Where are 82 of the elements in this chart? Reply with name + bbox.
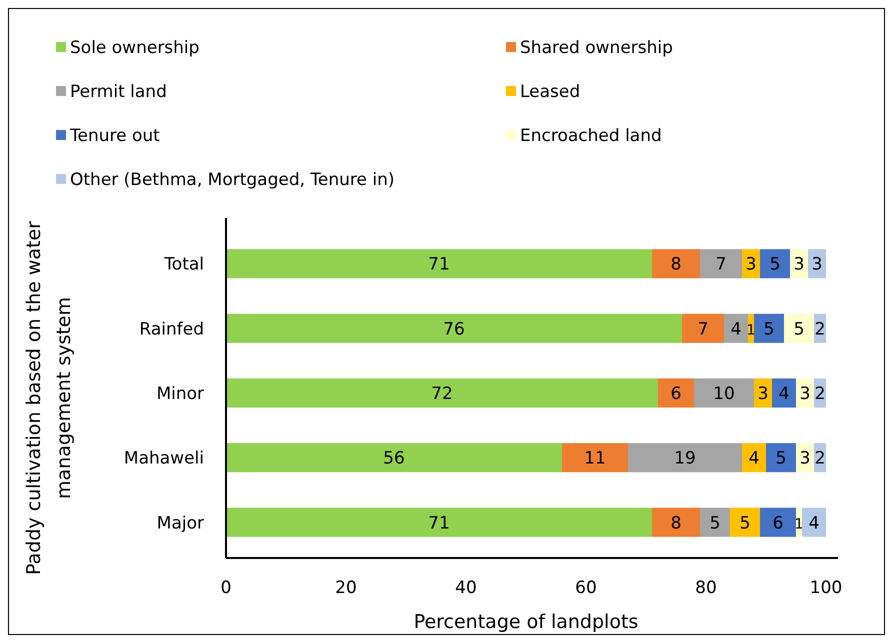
bar: [226, 249, 652, 278]
bar: [742, 443, 766, 472]
legend-label: Sole ownership: [70, 38, 200, 58]
data-label: 2: [814, 319, 826, 340]
y-tick-label: Major: [156, 513, 204, 534]
bar: [226, 443, 562, 472]
bar: [754, 314, 784, 343]
bar: [802, 508, 826, 537]
x-tick-label: 40: [455, 578, 477, 598]
bar: [226, 378, 658, 408]
bar: [742, 249, 760, 278]
data-label: 71: [428, 513, 450, 534]
bar: [730, 508, 760, 537]
y-axis-title: Paddy cultivation based on the water management system: [23, 220, 75, 575]
data-label: 56: [383, 448, 405, 469]
x-axis-title: Percentage of landplots: [414, 611, 638, 633]
bar: [694, 378, 754, 408]
legend-label: Leased: [520, 82, 580, 102]
x-tick-label: 60: [575, 578, 597, 598]
bar: [628, 443, 742, 472]
bar: [700, 508, 730, 537]
bar: [562, 443, 628, 472]
bar: [784, 314, 814, 343]
data-label: 8: [670, 513, 682, 534]
bar: [658, 378, 694, 408]
data-label: 3: [812, 254, 822, 275]
data-label: 4: [778, 384, 790, 404]
bar: [766, 443, 796, 472]
bar: [724, 314, 748, 343]
data-label: 5: [740, 513, 750, 534]
data-label: 5: [776, 448, 786, 469]
legend-label: Other (Bethma, Mortgaged, Tenure in): [70, 170, 395, 190]
data-label: 2: [814, 384, 826, 404]
data-label: 5: [764, 319, 774, 340]
bar: [226, 314, 682, 343]
y-tick-label: Minor: [156, 384, 204, 404]
data-label: 10: [713, 384, 735, 404]
data-label: 4: [730, 319, 742, 340]
data-label: 3: [800, 448, 810, 469]
data-label: 1: [794, 516, 804, 532]
bar: [226, 508, 652, 537]
data-label: 71: [428, 254, 450, 275]
legend-label: Shared ownership: [520, 38, 673, 58]
legend-label: Tenure out: [69, 126, 160, 146]
data-label: 4: [808, 513, 820, 534]
x-tick-label: 0: [220, 578, 232, 598]
bar: [760, 249, 790, 278]
bar: [652, 508, 700, 537]
legend-label: Encroached land: [520, 126, 662, 146]
legend-label: Permit land: [70, 82, 167, 102]
bar: [790, 249, 808, 278]
data-label: 3: [794, 254, 804, 275]
data-label: 1: [746, 322, 756, 338]
y-tick-label: Mahaweli: [124, 448, 204, 469]
bar: [760, 508, 796, 537]
data-label: 19: [674, 448, 696, 469]
data-label: 7: [698, 319, 708, 340]
bar: [652, 249, 700, 278]
data-label: 7: [716, 254, 726, 275]
data-label: 2: [814, 448, 826, 469]
data-label: 5: [794, 319, 804, 340]
data-label: 8: [670, 254, 682, 275]
x-tick-label: 100: [810, 578, 842, 598]
x-tick-label: 20: [335, 578, 357, 598]
bar: [700, 249, 742, 278]
data-label: 5: [710, 513, 720, 534]
bar: [808, 249, 826, 278]
x-tick-label: 80: [695, 578, 717, 598]
y-tick-label: Total: [163, 254, 204, 275]
bar: [772, 378, 796, 408]
data-label: 6: [772, 513, 784, 534]
data-label: 6: [670, 384, 682, 404]
data-label: 3: [746, 254, 756, 275]
data-label: 5: [770, 254, 780, 275]
data-label: 72: [431, 384, 453, 404]
data-label: 3: [800, 384, 810, 404]
data-label: 4: [748, 448, 760, 469]
data-label: 3: [758, 384, 768, 404]
bar: [682, 314, 724, 343]
data-label: 76: [443, 319, 465, 340]
data-label: 11: [584, 448, 606, 469]
y-tick-label: Rainfed: [139, 319, 204, 340]
